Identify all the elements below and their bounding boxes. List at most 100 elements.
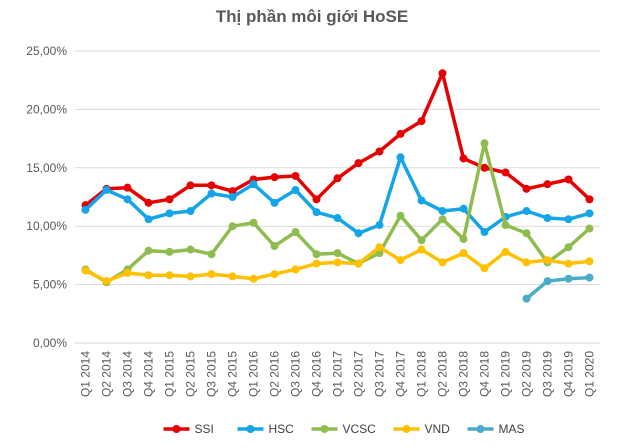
data-point bbox=[333, 214, 342, 223]
data-point bbox=[228, 187, 237, 196]
x-tick-label: Q4 2019 bbox=[562, 351, 576, 397]
data-point bbox=[375, 221, 384, 230]
x-tick-label: Q1 2019 bbox=[499, 351, 513, 397]
data-point bbox=[438, 69, 447, 78]
data-point bbox=[186, 245, 195, 254]
x-tick-label: Q2 2016 bbox=[268, 351, 282, 397]
x-tick-label: Q4 2015 bbox=[226, 351, 240, 397]
data-point bbox=[123, 195, 132, 204]
data-point bbox=[396, 256, 405, 265]
data-point bbox=[354, 229, 363, 238]
legend-label: VCSC bbox=[343, 422, 377, 436]
data-point bbox=[165, 247, 174, 256]
data-point bbox=[501, 168, 510, 177]
data-point bbox=[207, 189, 216, 198]
y-tick-label: 5,00% bbox=[33, 278, 67, 292]
data-point bbox=[501, 221, 510, 230]
data-point bbox=[81, 266, 90, 275]
data-point bbox=[417, 117, 426, 126]
data-point bbox=[228, 193, 237, 201]
x-tick-label: Q2 2017 bbox=[352, 351, 366, 397]
x-tick-label: Q2 2019 bbox=[520, 351, 534, 397]
legend-marker bbox=[476, 425, 485, 433]
data-point bbox=[291, 265, 300, 274]
data-point bbox=[375, 249, 384, 258]
data-point bbox=[165, 195, 174, 204]
data-point bbox=[522, 184, 531, 193]
data-point bbox=[438, 207, 447, 216]
legend-marker bbox=[246, 425, 255, 433]
data-point bbox=[417, 245, 426, 254]
legend-item-ssi: SSI bbox=[163, 422, 214, 436]
data-point bbox=[165, 271, 174, 280]
data-point bbox=[396, 211, 405, 220]
data-point bbox=[564, 243, 573, 252]
data-point bbox=[375, 147, 384, 156]
legend-item-vcsc: VCSC bbox=[311, 422, 377, 436]
gridlines bbox=[75, 50, 600, 344]
data-point bbox=[543, 277, 552, 286]
data-point bbox=[333, 249, 342, 258]
data-point bbox=[480, 163, 489, 172]
data-point bbox=[459, 154, 468, 163]
data-point bbox=[333, 258, 342, 267]
data-point bbox=[270, 198, 279, 207]
data-point bbox=[522, 258, 531, 267]
data-point bbox=[291, 185, 300, 194]
y-tick-label: 20,00% bbox=[26, 102, 67, 116]
x-tick-label: Q2 2018 bbox=[436, 351, 450, 397]
legend: SSI HSC VCSC VND MAS bbox=[163, 422, 525, 436]
data-point bbox=[312, 195, 321, 204]
data-point bbox=[144, 246, 153, 255]
data-point bbox=[186, 272, 195, 281]
x-tick-label: Q1 2017 bbox=[331, 351, 345, 397]
series-vnd bbox=[81, 243, 594, 286]
data-point bbox=[522, 294, 531, 303]
data-point bbox=[291, 228, 300, 237]
x-tick-label: Q1 2020 bbox=[583, 351, 597, 397]
legend-label: MAS bbox=[499, 422, 525, 436]
data-point bbox=[564, 175, 573, 184]
data-point bbox=[123, 268, 132, 277]
x-tick-label: Q3 2018 bbox=[457, 351, 471, 397]
x-tick-label: Q3 2014 bbox=[121, 351, 135, 397]
data-point bbox=[249, 274, 258, 283]
data-point bbox=[459, 235, 468, 244]
series-mas bbox=[522, 273, 594, 303]
data-point bbox=[459, 249, 468, 258]
data-point bbox=[585, 257, 594, 266]
x-tick-label: Q4 2018 bbox=[478, 351, 492, 397]
x-tick-label: Q4 2014 bbox=[142, 351, 156, 397]
legend-label: VND bbox=[425, 422, 451, 436]
data-point bbox=[312, 250, 321, 259]
legend-item-vnd: VND bbox=[393, 422, 451, 436]
chart-title: Thị phần môi giới HoSE bbox=[216, 7, 408, 26]
x-tick-label: Q3 2019 bbox=[541, 351, 555, 397]
data-point bbox=[312, 259, 321, 268]
data-point bbox=[375, 243, 384, 252]
data-point bbox=[249, 218, 258, 227]
data-point bbox=[585, 224, 594, 233]
data-point bbox=[165, 209, 174, 218]
y-tick-label: 25,00% bbox=[26, 44, 67, 58]
data-point bbox=[417, 196, 426, 205]
x-tick-label: Q2 2014 bbox=[100, 351, 114, 397]
y-tick-label: 10,00% bbox=[26, 219, 67, 233]
data-point bbox=[270, 270, 279, 279]
series-line bbox=[83, 71, 592, 207]
x-tick-label: Q3 2015 bbox=[205, 351, 219, 397]
data-point bbox=[354, 159, 363, 168]
x-tick-label: Q3 2017 bbox=[373, 351, 387, 397]
data-point bbox=[522, 207, 531, 216]
legend-marker bbox=[320, 425, 329, 433]
data-point bbox=[459, 204, 468, 213]
data-point bbox=[501, 247, 510, 256]
data-point bbox=[270, 242, 279, 251]
x-tick-label: Q1 2015 bbox=[163, 351, 177, 397]
x-tick-label: Q1 2018 bbox=[415, 351, 429, 397]
x-tick-label: Q3 2016 bbox=[289, 351, 303, 397]
data-point bbox=[186, 207, 195, 216]
data-point bbox=[585, 273, 594, 282]
data-point bbox=[543, 180, 552, 189]
series-hsc bbox=[81, 153, 594, 238]
